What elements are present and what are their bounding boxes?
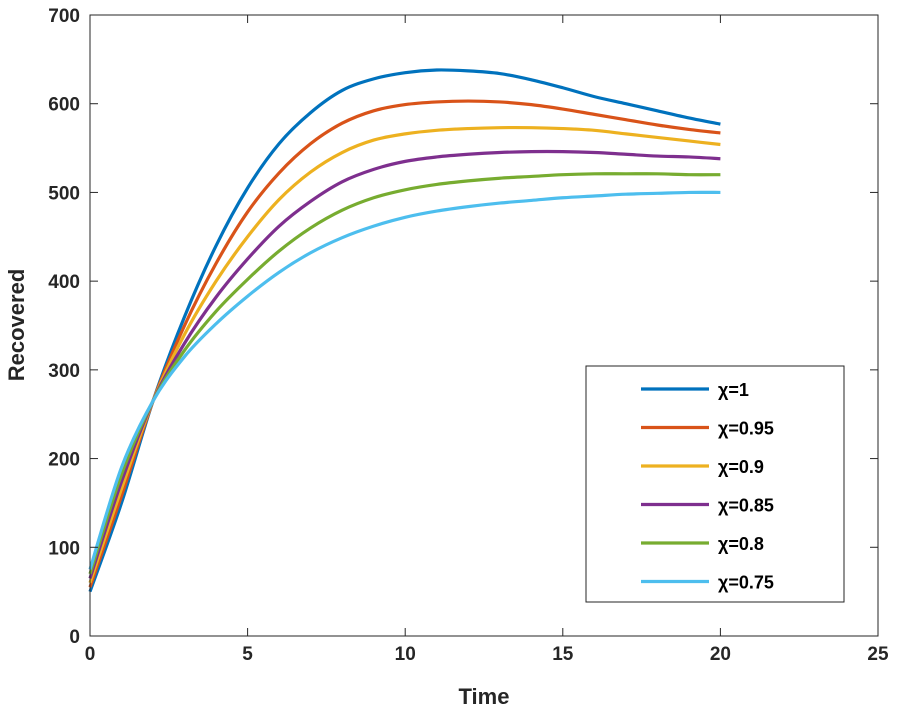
series-layer	[88, 68, 721, 593]
series-line-3	[88, 125, 721, 584]
series-line-4	[88, 149, 721, 579]
y-tick-label: 100	[48, 538, 80, 559]
series-line-6	[88, 190, 721, 570]
legend-label-4: χ=0.85	[718, 496, 774, 516]
x-tick-label: 0	[85, 644, 96, 665]
y-tick-label: 200	[48, 450, 80, 471]
legend-label-3: χ=0.9	[718, 457, 764, 477]
series-line-1	[88, 68, 721, 593]
x-tick-label: 15	[552, 644, 574, 665]
legend-label-2: χ=0.95	[718, 419, 774, 439]
legend-label-6: χ=0.75	[718, 573, 774, 593]
legend-label-1: χ=1	[718, 380, 749, 400]
legend: χ=1 χ=0.95 χ=0.9 χ=0.85 χ=0.8 χ=0.75	[585, 365, 845, 603]
x-tick-label: 5	[242, 644, 253, 665]
series-line-2	[88, 99, 721, 588]
x-tick-label: 25	[867, 644, 889, 665]
tick-layer: 0 5 10 15 20 25 0 100 200 300 400 500 600 700	[48, 6, 889, 665]
y-tick-label: 0	[69, 627, 80, 648]
legend-box	[585, 365, 845, 603]
series-line-5	[88, 172, 721, 575]
y-tick-label: 600	[48, 95, 80, 116]
x-axis-title: Time	[459, 684, 510, 709]
legend-label-5: χ=0.8	[718, 534, 764, 554]
y-tick-label: 500	[48, 183, 80, 204]
x-tick-label: 20	[710, 644, 731, 665]
y-tick-label: 700	[48, 6, 80, 27]
x-tick-label: 10	[395, 644, 416, 665]
y-tick-label: 300	[48, 361, 80, 382]
axes-box	[89, 14, 879, 637]
y-tick-label: 400	[48, 272, 80, 293]
y-axis-title: Recovered	[4, 269, 29, 382]
